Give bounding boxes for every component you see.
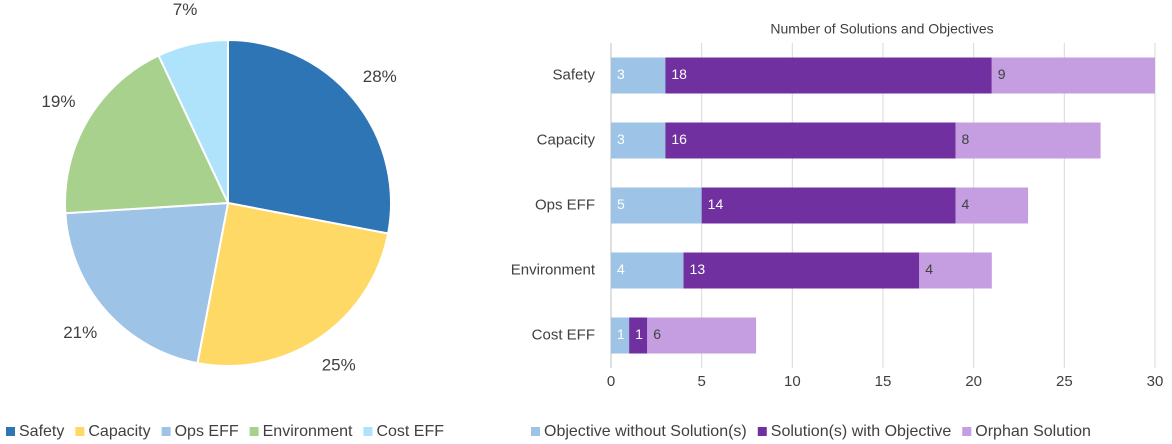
pie-slice	[196, 201, 390, 367]
x-tick-label: 30	[1147, 373, 1164, 390]
pie-label: 28%	[363, 67, 397, 86]
x-tick-label: 5	[697, 373, 705, 390]
bar-segment	[611, 252, 684, 289]
x-tick-label: 10	[784, 373, 801, 390]
bar-segment	[665, 57, 992, 94]
pie-label: 25%	[322, 355, 356, 374]
bar-segment	[665, 122, 956, 159]
legend-swatch	[757, 427, 767, 436]
legend-label: Cost EFF	[376, 423, 444, 440]
bar-segment	[611, 122, 666, 159]
pie-slice	[157, 38, 229, 204]
bar-segment	[629, 317, 648, 354]
legend-label: Capacity	[88, 423, 150, 440]
bar-segment	[955, 122, 1101, 159]
legend-label: Objective without Solution(s)	[544, 423, 747, 440]
bar-value-label: 9	[998, 66, 1006, 82]
x-tick-label: 0	[607, 373, 615, 390]
bar-segment	[683, 252, 920, 289]
legend-label: Environment	[263, 423, 353, 440]
bar-value-label: 5	[617, 196, 625, 212]
legend-label: Orphan Solution	[975, 423, 1091, 440]
pie-slice	[227, 38, 392, 235]
legend-swatch	[962, 427, 972, 436]
bar-segment	[991, 57, 1155, 94]
bar-value-label: 3	[617, 131, 625, 147]
bar-segment	[611, 187, 702, 224]
bar-value-label: 3	[617, 66, 625, 82]
bar-segment	[919, 252, 992, 289]
pie-slice	[64, 201, 230, 365]
bar-chart-title: Number of Solutions and Objectives	[770, 21, 993, 37]
bar-segment	[955, 187, 1029, 224]
x-tick-label: 20	[965, 373, 982, 390]
bar-segment	[611, 317, 630, 354]
legend-swatch	[75, 427, 85, 436]
bar-value-label: 6	[653, 326, 661, 342]
legend-label: Safety	[19, 423, 64, 440]
bar-value-label: 16	[671, 131, 687, 147]
bar-value-label: 4	[925, 261, 933, 277]
pie-label: 7%	[173, 0, 198, 19]
bar-value-label: 1	[617, 326, 625, 342]
y-tick-label: Ops EFF	[535, 196, 595, 213]
y-tick-label: Cost EFF	[532, 326, 595, 343]
pie-label: 19%	[41, 92, 75, 111]
legend-swatch	[363, 427, 373, 436]
pie-label: 21%	[63, 323, 97, 342]
legend-swatch	[161, 427, 171, 436]
bar-value-label: 13	[690, 261, 706, 277]
legend-label: Solution(s) with Objective	[771, 423, 952, 440]
legend-swatch	[249, 427, 259, 436]
y-tick-label: Environment	[511, 261, 596, 278]
legend-label: Ops EFF	[175, 423, 239, 440]
pie-slice	[64, 54, 230, 215]
legend-swatch	[6, 427, 15, 436]
bar-value-label: 14	[708, 196, 724, 212]
legend-swatch	[531, 427, 540, 436]
bar-value-label: 4	[962, 196, 970, 212]
bar-segment	[701, 187, 956, 224]
bar-segment	[611, 57, 666, 94]
bar-value-label: 1	[635, 326, 643, 342]
x-tick-label: 15	[875, 373, 892, 390]
x-tick-label: 25	[1056, 373, 1073, 390]
y-tick-label: Capacity	[537, 131, 596, 148]
bar-value-label: 18	[671, 66, 687, 82]
bar-value-label: 4	[617, 261, 625, 277]
y-tick-label: Safety	[552, 66, 595, 83]
bar-segment	[647, 317, 757, 354]
bar-value-label: 8	[962, 131, 970, 147]
